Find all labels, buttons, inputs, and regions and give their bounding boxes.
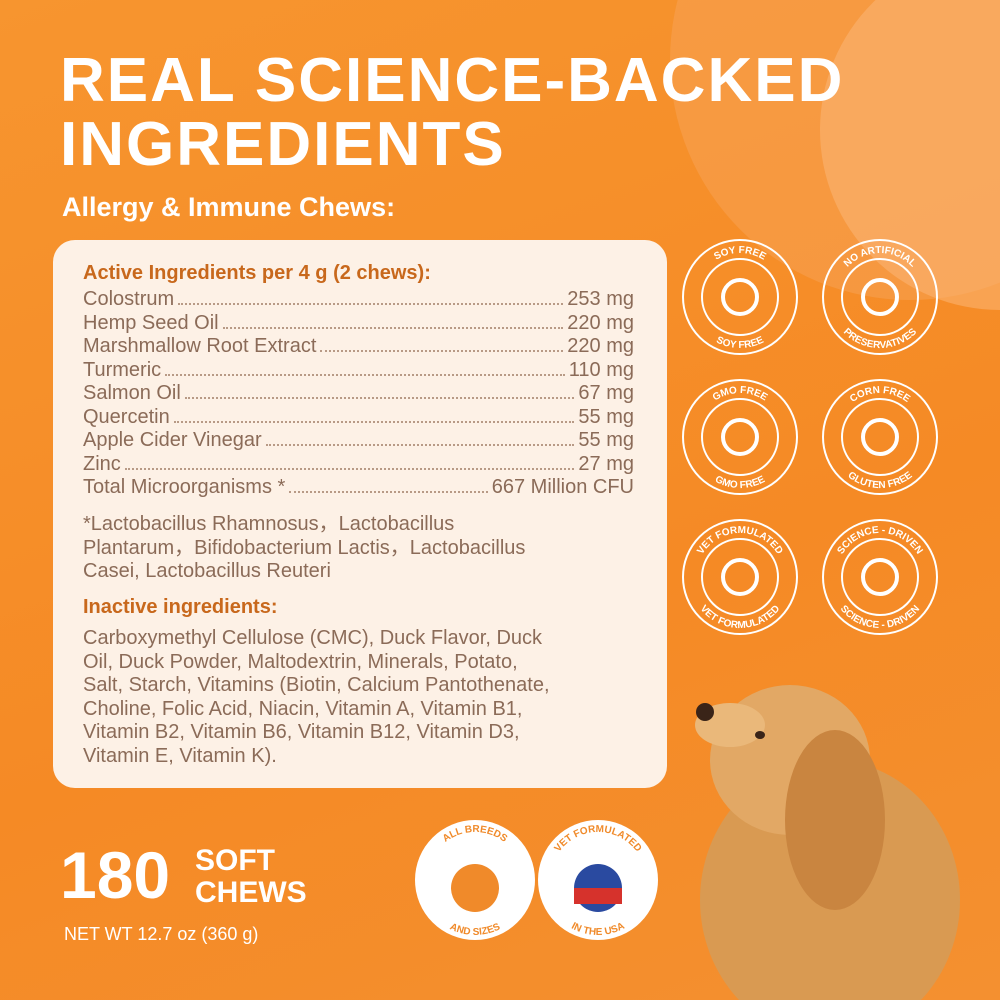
ingredient-name: Turmeric [83, 358, 162, 381]
badge-icon [721, 418, 759, 456]
leader [173, 406, 575, 423]
badge-icon [861, 278, 899, 316]
ingredient-amount: 253 mg [567, 288, 634, 310]
badge-ring [841, 398, 919, 476]
leader [320, 335, 564, 352]
badge-top-text: SOY FREE [712, 245, 768, 263]
badge-bottom-text: SCIENCE - DRIVEN [838, 604, 922, 632]
ingredient-amount: 67 mg [578, 382, 634, 404]
leader [222, 312, 564, 329]
badge-bottom-text: IN THE USA [569, 921, 626, 938]
badge-bottom-text: VET FORMULATED [698, 603, 782, 631]
ingredient-name: Zinc [83, 452, 121, 475]
leader [289, 476, 488, 493]
inactive-line: Choline, Folic Acid, Niacin, Vitamin A, … [83, 697, 523, 720]
ingredient-row: Hemp Seed Oil 220 mg [83, 312, 634, 335]
badge-top-text: CORN FREE [848, 385, 912, 405]
inactive-line: Salt, Starch, Vitamins (Biotin, Calcium … [83, 674, 550, 696]
badge-ring [841, 258, 919, 336]
badge-ring [701, 538, 779, 616]
ingredient-amount: 27 mg [578, 452, 634, 475]
seal-icon [451, 864, 499, 912]
active-heading: Active Ingredients per 4 g (2 chews): [83, 262, 431, 284]
badge-top-text: GMO FREE [711, 385, 770, 404]
badge-ring [701, 258, 779, 336]
subtitle: Allergy & Immune Chews: [62, 192, 396, 222]
net-weight: NET WT 12.7 oz (360 g) [64, 924, 259, 944]
ingredient-amount: 110 mg [568, 358, 634, 381]
inactive-line: Vitamin B2, Vitamin B6, Vitamin B12, Vit… [83, 721, 520, 743]
count-unit: CHEWS [195, 876, 307, 909]
ingredients-panel: Active Ingredients per 4 g (2 chews): Col… [53, 240, 667, 788]
ingredient-row: Marshmallow Root Extract 220 mg [83, 335, 634, 358]
badge-ring [701, 398, 779, 476]
inactive-line: Vitamin E, Vitamin K). [83, 744, 277, 767]
ingredient-row: Colostrum 253 mg [83, 288, 634, 311]
leader [124, 453, 575, 470]
footnote: Casei, Lactobacillus Reuteri [83, 560, 331, 582]
ingredient-amount: 220 mg [567, 335, 634, 357]
badge-bottom-text: SOY FREE [715, 335, 766, 351]
badge-bottom-text: SOY FREE [715, 335, 766, 351]
badge-icon [721, 278, 759, 316]
title: REAL SCIENCE-BACKED [60, 46, 845, 115]
ingredient-row: Quercetin 55 mg [83, 406, 634, 429]
ingredient-name: Total Microorganisms * [83, 476, 286, 498]
ingredient-name: Hemp Seed Oil [83, 311, 219, 334]
inactive-heading: Inactive ingredients: [83, 596, 278, 618]
ingredient-amount: 220 mg [567, 311, 634, 334]
badge-ring [822, 519, 938, 635]
ingredient-name: Apple Cider Vinegar [83, 429, 262, 451]
ingredient-row: Salmon Oil 67 mg [83, 382, 634, 405]
seal-flag [574, 888, 622, 904]
ingredient-amount: 55 mg [578, 405, 634, 428]
count-unit: SOFT [195, 844, 275, 877]
badge-ring [822, 379, 938, 495]
badge-icon [861, 558, 899, 596]
badge-ring [822, 239, 938, 355]
badge-ring [682, 379, 798, 495]
badge-bottom-text: AND SIZES [448, 921, 502, 938]
ingredient-name: Quercetin [83, 405, 170, 428]
badge-bottom-text: GMO FREE [713, 474, 767, 491]
badge-ring [682, 519, 798, 635]
footnote: *Lactobacillus Rhamnosus，Lactobacillus [83, 513, 455, 535]
leader [265, 429, 575, 446]
badge-top-text: CORN FREE [848, 385, 912, 405]
badge-icon [721, 558, 759, 596]
ingredient-name: Colostrum [83, 288, 175, 310]
leader [184, 382, 575, 399]
inactive-line: Carboxymethyl Cellulose (CMC), Duck Flav… [83, 627, 543, 649]
badge-ring [841, 538, 919, 616]
title: INGREDIENTS [60, 110, 506, 179]
badge-bottom-text: VET FORMULATED [698, 603, 782, 631]
ingredient-name: Marshmallow Root Extract [83, 335, 317, 357]
leader [165, 359, 565, 376]
badge-icon [861, 418, 899, 456]
dog [695, 685, 960, 1000]
ingredient-row: Turmeric 110 mg [83, 359, 634, 382]
ingredient-row: Apple Cider Vinegar 55 mg [83, 429, 634, 452]
badge-top-text: GMO FREE [711, 385, 770, 404]
ingredient-name: Salmon Oil [83, 382, 181, 404]
badge-bottom-text: GMO FREE [713, 474, 767, 491]
badge-bottom-text: SCIENCE - DRIVEN [838, 604, 922, 632]
footnote: Plantarum，Bifidobacterium Lactis，Lactoba… [83, 536, 526, 559]
badge-bottom-text: IN THE USA [569, 921, 626, 938]
badge-bottom-text: AND SIZES [448, 921, 502, 938]
badge-top-text: SOY FREE [712, 245, 768, 263]
bg-circle [820, 0, 1000, 310]
ingredient-amount: 55 mg [578, 429, 634, 451]
badge-ring [682, 239, 798, 355]
inactive-line: Oil, Duck Powder, Maltodextrin, Minerals… [83, 650, 518, 673]
ingredient-row: Zinc 27 mg [83, 453, 634, 476]
ingredient-amount: 667 Million CFU [491, 476, 634, 498]
ingredient-row: Total Microorganisms * 667 Million CFU [83, 476, 634, 499]
count-number: 180 [60, 838, 171, 912]
leader [178, 288, 564, 305]
